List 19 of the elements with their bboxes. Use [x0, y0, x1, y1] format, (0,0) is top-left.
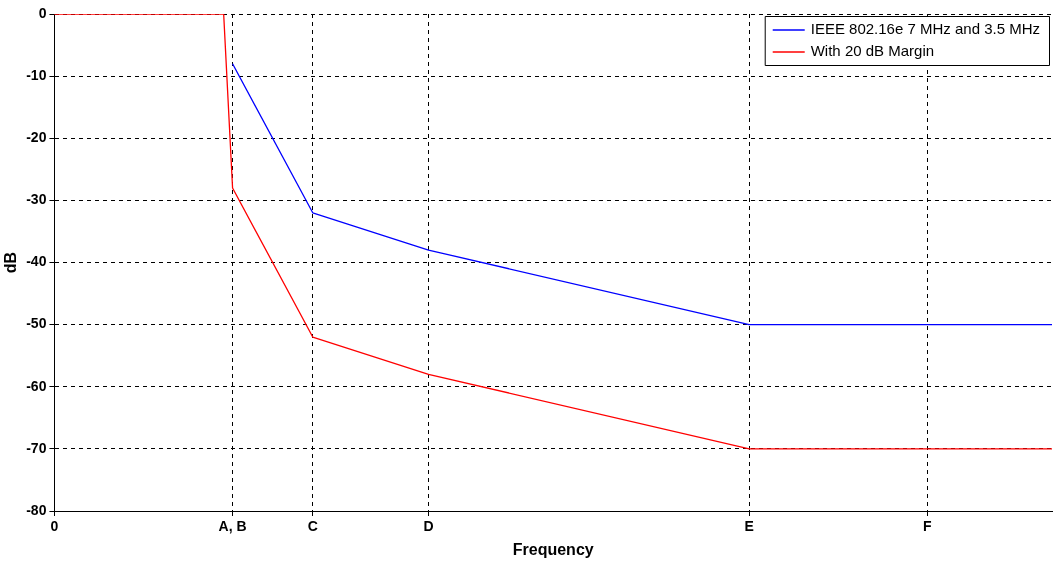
- legend-label: With 20 dB Margin: [810, 42, 935, 60]
- y-tick-label: -60: [26, 377, 47, 394]
- x-tick-label: A, B: [218, 518, 247, 535]
- x-tick-label: C: [307, 518, 318, 535]
- y-tick-label: -20: [26, 129, 47, 146]
- y-tick-label: -10: [26, 66, 47, 83]
- y-tick-label: -40: [26, 253, 47, 270]
- x-tick-label: 0: [50, 518, 59, 535]
- x-tick-label: E: [744, 518, 754, 535]
- x-tick-label: D: [423, 518, 434, 535]
- y-tick-label: -70: [26, 439, 47, 456]
- y-tick-label: -50: [26, 315, 47, 332]
- y-tick-label: -30: [26, 191, 47, 208]
- x-axis-title: Frequency: [512, 540, 594, 558]
- y-tick-label: 0: [38, 4, 47, 21]
- y-tick-label: -80: [26, 501, 47, 518]
- x-tick-label: F: [923, 518, 933, 535]
- legend-label: IEEE 802.16e 7 MHz and 3.5 MHz: [810, 20, 1041, 38]
- y-axis-title: dB: [2, 251, 20, 274]
